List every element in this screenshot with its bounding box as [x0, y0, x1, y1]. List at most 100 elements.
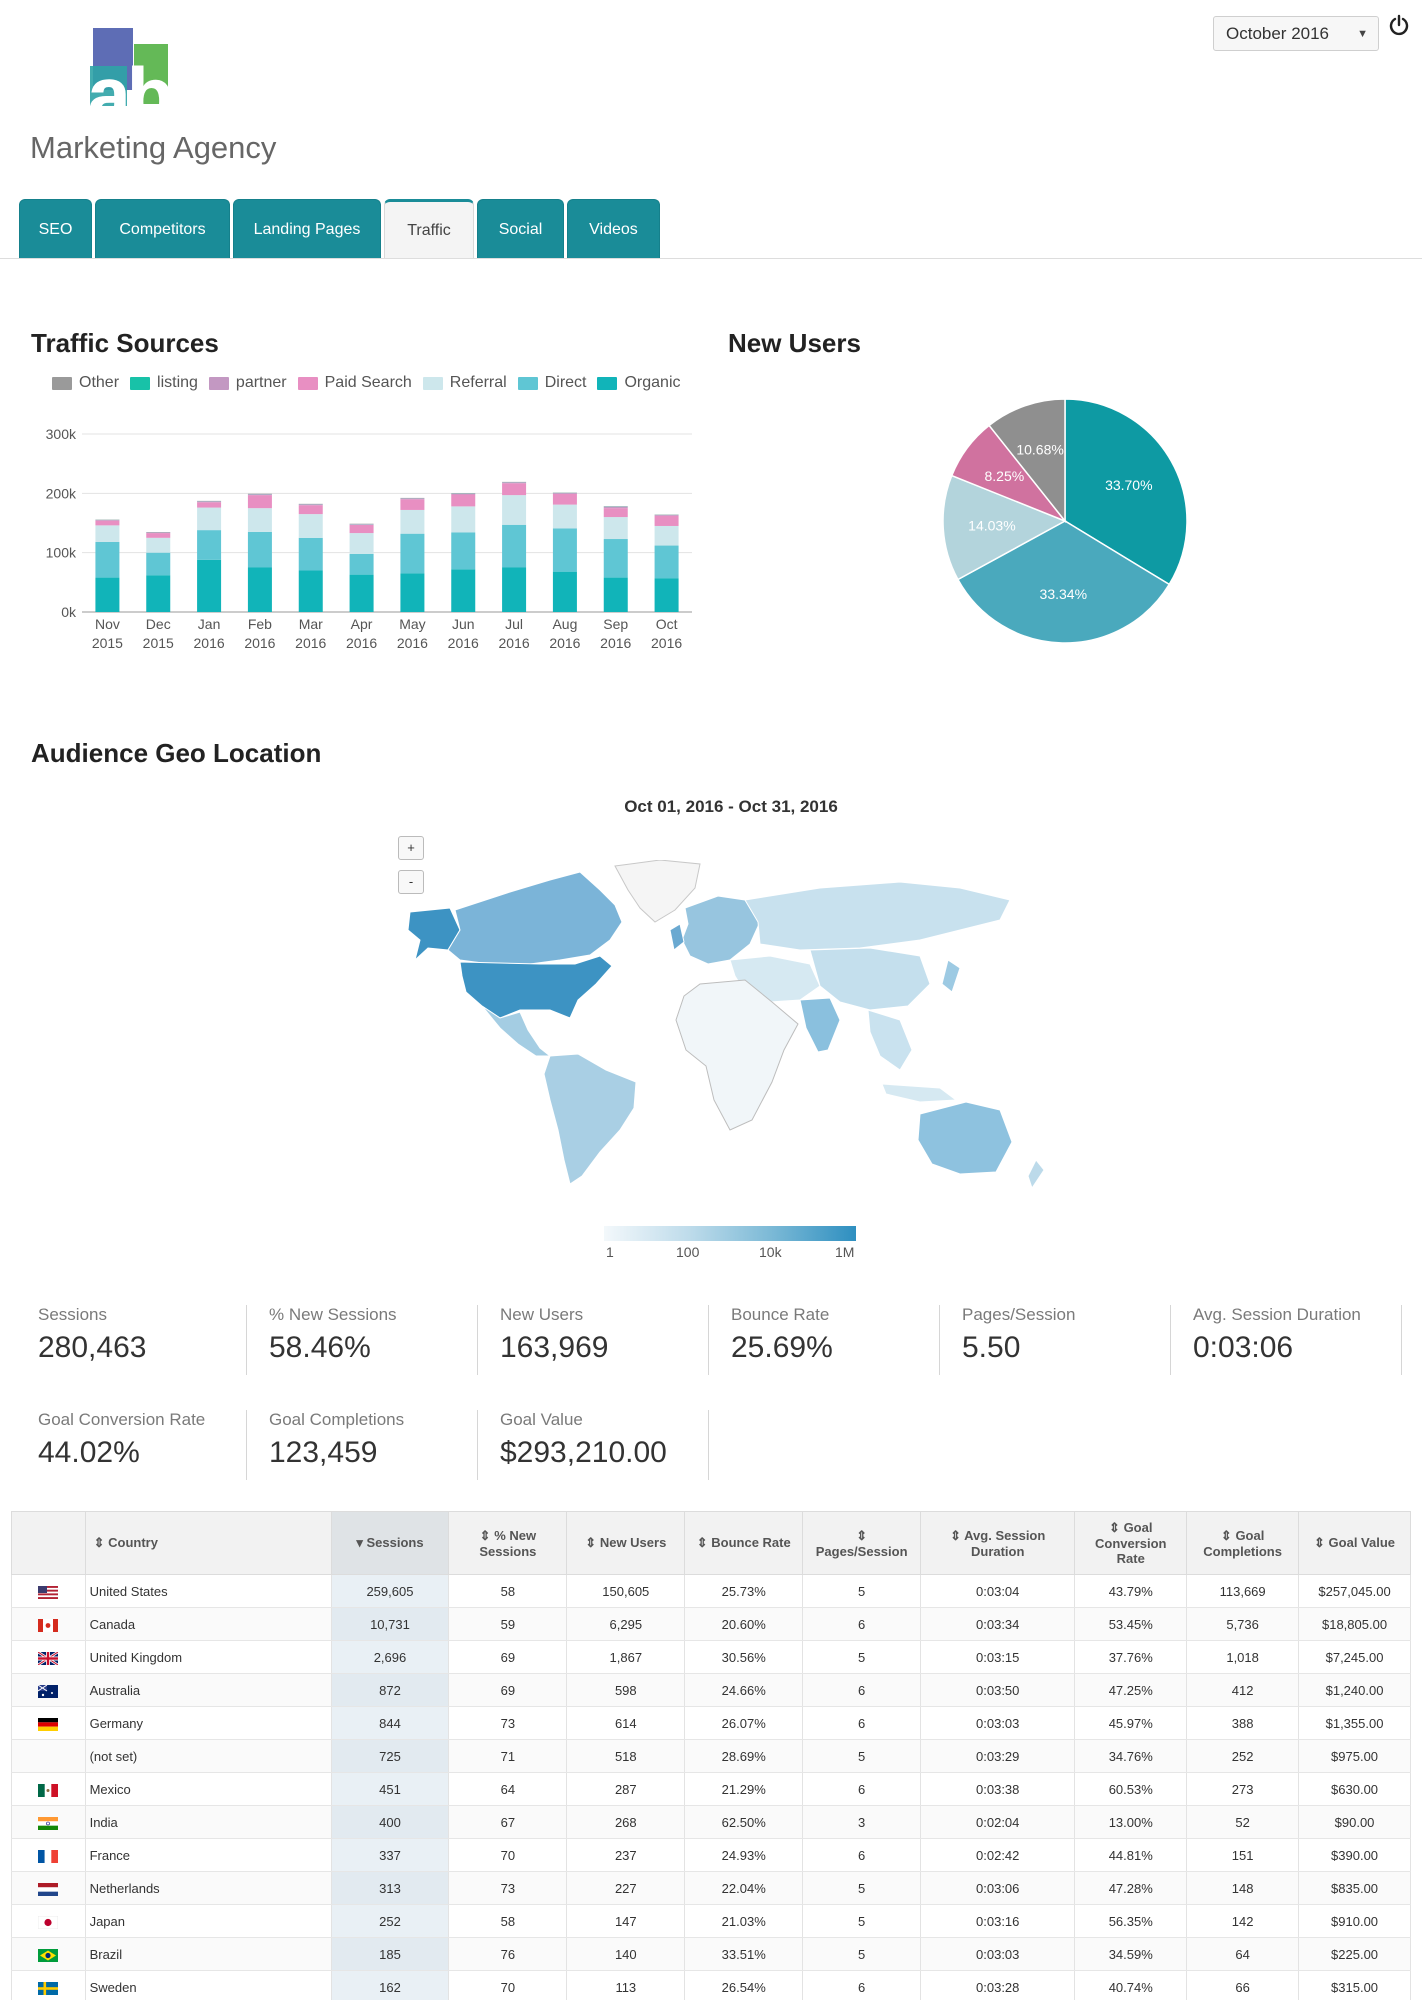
- tab-traffic[interactable]: Traffic: [384, 199, 474, 259]
- bar-paid-search[interactable]: [247, 495, 272, 509]
- legend-other[interactable]: Other: [52, 374, 119, 392]
- sort-goal-conversion-header[interactable]: ⇕ Goal Conversion Rate: [1074, 1511, 1188, 1575]
- bar-direct[interactable]: [247, 531, 272, 568]
- bar-partner[interactable]: [146, 532, 171, 534]
- table-row[interactable]: France 337 70 237 24.93% 6 0:02:42 44.81% 151 $39…: [11, 1838, 1411, 1872]
- bar-paid-search[interactable]: [552, 493, 577, 505]
- bar-direct[interactable]: [95, 541, 120, 578]
- bar-organic[interactable]: [603, 577, 628, 612]
- bar-organic[interactable]: [502, 567, 527, 613]
- bar-partner[interactable]: [451, 493, 476, 495]
- bar-direct[interactable]: [502, 524, 527, 568]
- bar-paid-search[interactable]: [349, 524, 374, 534]
- table-row[interactable]: India 400 67 268 62.50% 3 0:02:04 13.00% 52 $90.0…: [11, 1805, 1411, 1839]
- bar-partner[interactable]: [298, 504, 323, 506]
- sort-pages-session-header[interactable]: ⇕ Pages/Session: [802, 1511, 922, 1575]
- tab-social[interactable]: Social: [477, 199, 564, 259]
- table-row[interactable]: Netherlands 313 73 227 22.04% 5 0:03:06 47.28% 1…: [11, 1871, 1411, 1905]
- bar-referral[interactable]: [502, 495, 527, 525]
- tab-videos[interactable]: Videos: [567, 199, 660, 259]
- bar-organic[interactable]: [451, 569, 476, 612]
- bar-direct[interactable]: [146, 552, 171, 576]
- table-row[interactable]: United States 259,605 58 150,605 25.73% 5 0:03…: [11, 1574, 1411, 1608]
- bar-direct[interactable]: [654, 545, 679, 579]
- table-row[interactable]: Japan 252 58 147 21.03% 5 0:03:16 56.35% 142 $910…: [11, 1904, 1411, 1938]
- bar-direct[interactable]: [349, 553, 374, 575]
- bar-organic[interactable]: [400, 573, 425, 612]
- bar-paid-search[interactable]: [451, 494, 476, 507]
- sort-new-users-header[interactable]: ⇕ New Users: [566, 1511, 686, 1575]
- tab-seo[interactable]: SEO: [19, 199, 92, 259]
- table-row[interactable]: Germany 844 73 614 26.07% 6 0:03:03 45.97% 388 $1…: [11, 1706, 1411, 1740]
- sort-new-sessions-header[interactable]: ⇕ % New Sessions: [448, 1511, 568, 1575]
- table-row[interactable]: Canada 10,731 59 6,295 20.60% 6 0:03:34 53.45% 5…: [11, 1607, 1411, 1641]
- table-row[interactable]: Mexico 451 64 287 21.29% 6 0:03:38 60.53% 273 $63…: [11, 1772, 1411, 1806]
- legend-partner[interactable]: partner: [208, 374, 287, 392]
- legend-organic[interactable]: Organic: [597, 374, 681, 392]
- bar-referral[interactable]: [298, 514, 323, 538]
- bar-partner[interactable]: [349, 524, 374, 525]
- bar-paid-search[interactable]: [603, 508, 628, 518]
- bar-direct[interactable]: [603, 539, 628, 578]
- table-row[interactable]: Australia 872 69 598 24.66% 6 0:03:50 47.25% 412…: [11, 1673, 1411, 1707]
- sort-goal-completions-header[interactable]: ⇕ Goal Completions: [1186, 1511, 1300, 1575]
- zoom-in-button[interactable]: +: [398, 836, 424, 860]
- bar-partner[interactable]: [197, 501, 222, 503]
- pie-slice[interactable]: [1064, 398, 1188, 586]
- bar-referral[interactable]: [197, 507, 222, 531]
- bar-referral[interactable]: [451, 506, 476, 533]
- bar-partner[interactable]: [502, 482, 527, 484]
- pie-slice[interactable]: [988, 398, 1066, 524]
- power-icon[interactable]: [1388, 14, 1410, 36]
- month-select[interactable]: October 2016 ▼: [1213, 16, 1379, 51]
- bar-referral[interactable]: [95, 525, 120, 542]
- world-map[interactable]: [400, 860, 1080, 1190]
- tab-competitors[interactable]: Competitors: [95, 199, 230, 259]
- table-row[interactable]: (not set) 725 71 518 28.69% 5 0:03:29 34.76% 252…: [11, 1739, 1411, 1773]
- bar-partner[interactable]: [247, 494, 272, 496]
- legend-referral[interactable]: Referral: [422, 374, 507, 392]
- bar-paid-search[interactable]: [95, 520, 120, 526]
- bar-organic[interactable]: [349, 574, 374, 612]
- bar-paid-search[interactable]: [298, 505, 323, 515]
- table-row[interactable]: United Kingdom 2,696 69 1,867 30.56% 5 0:03:15…: [11, 1640, 1411, 1674]
- bar-direct[interactable]: [451, 532, 476, 570]
- zoom-out-button[interactable]: -: [398, 870, 424, 894]
- bar-direct[interactable]: [298, 537, 323, 571]
- bar-organic[interactable]: [95, 577, 120, 612]
- bar-paid-search[interactable]: [654, 515, 679, 526]
- bar-partner[interactable]: [552, 493, 577, 494]
- bar-organic[interactable]: [552, 571, 577, 612]
- bar-partner[interactable]: [603, 506, 628, 509]
- bar-direct[interactable]: [552, 528, 577, 572]
- bar-organic[interactable]: [654, 578, 679, 612]
- bar-direct[interactable]: [197, 530, 222, 560]
- bar-organic[interactable]: [146, 575, 171, 612]
- sort-goal-value-header[interactable]: ⇕ Goal Value: [1298, 1511, 1411, 1575]
- bar-referral[interactable]: [603, 517, 628, 540]
- bar-referral[interactable]: [146, 537, 171, 553]
- bar-organic[interactable]: [298, 570, 323, 612]
- bar-paid-search[interactable]: [400, 499, 425, 510]
- legend-direct[interactable]: Direct: [517, 374, 586, 392]
- bar-partner[interactable]: [400, 498, 425, 500]
- bar-referral[interactable]: [247, 508, 272, 532]
- sort-country-header[interactable]: ⇕ Country: [84, 1511, 332, 1575]
- bar-paid-search[interactable]: [146, 533, 171, 538]
- bar-organic[interactable]: [247, 567, 272, 613]
- bar-direct[interactable]: [400, 533, 425, 574]
- bar-paid-search[interactable]: [502, 483, 527, 496]
- bar-referral[interactable]: [349, 533, 374, 554]
- table-row[interactable]: Sweden 162 70 113 26.54% 6 0:03:28 40.74% 66 $315…: [11, 1970, 1411, 2000]
- bar-organic[interactable]: [197, 559, 222, 612]
- legend-listing[interactable]: listing: [130, 374, 198, 392]
- legend-paid-search[interactable]: Paid Search: [297, 374, 412, 392]
- bar-referral[interactable]: [552, 504, 577, 529]
- table-row[interactable]: Brazil 185 76 140 33.51% 5 0:03:03 34.59% 64 $225…: [11, 1937, 1411, 1971]
- bar-partner[interactable]: [654, 514, 679, 516]
- bar-partner[interactable]: [95, 520, 120, 521]
- sort-avg-duration-header[interactable]: ⇕ Avg. Session Duration: [920, 1511, 1076, 1575]
- bar-paid-search[interactable]: [197, 502, 222, 508]
- bar-referral[interactable]: [654, 525, 679, 546]
- tab-landing-pages[interactable]: Landing Pages: [233, 199, 381, 259]
